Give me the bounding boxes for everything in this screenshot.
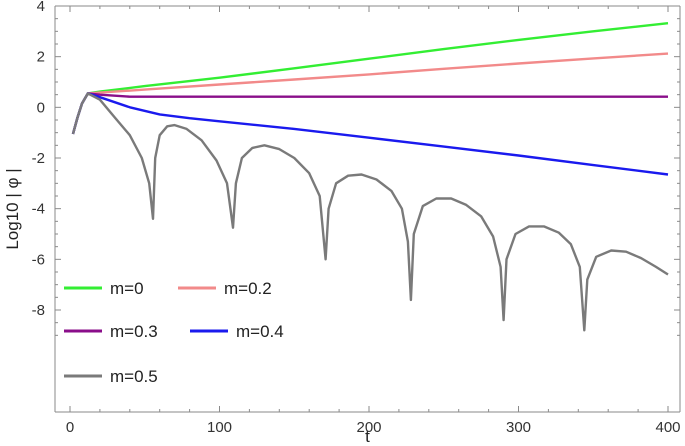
- x-tick-label: 100: [207, 419, 232, 436]
- legend-label: m=0.2: [224, 279, 272, 298]
- x-tick-label: 0: [66, 419, 74, 436]
- y-tick-label: -8: [32, 302, 45, 319]
- series-line-0: [71, 22, 669, 135]
- y-axis-label: Log10 | φ |: [3, 168, 22, 249]
- plot-axes: 0 100 200 300 400 -8 -6 -4 -2 0 2 4: [32, 0, 681, 436]
- legend: m=0 m=0.2 m=0.3 m=0.4 m=0.5: [64, 279, 284, 386]
- series-line-1: [71, 52, 669, 135]
- y-tick-label: 0: [37, 99, 45, 116]
- x-tick-label: 400: [655, 419, 680, 436]
- x-tick-label: 200: [356, 419, 381, 436]
- legend-label: m=0.3: [110, 322, 158, 341]
- legend-label: m=0: [110, 279, 144, 298]
- y-tick-label: -6: [32, 251, 45, 268]
- legend-label: m=0.4: [236, 322, 284, 341]
- series-lines: [71, 22, 669, 332]
- y-tick-label: 2: [37, 49, 45, 66]
- x-tick-label: 300: [506, 419, 531, 436]
- y-tick-label: 4: [37, 0, 45, 15]
- x-axis-label: t: [365, 427, 370, 446]
- y-tick-label: -4: [32, 201, 45, 218]
- y-tick-label: -2: [32, 150, 45, 167]
- legend-label: m=0.5: [110, 367, 158, 386]
- series-line-4: [71, 92, 669, 332]
